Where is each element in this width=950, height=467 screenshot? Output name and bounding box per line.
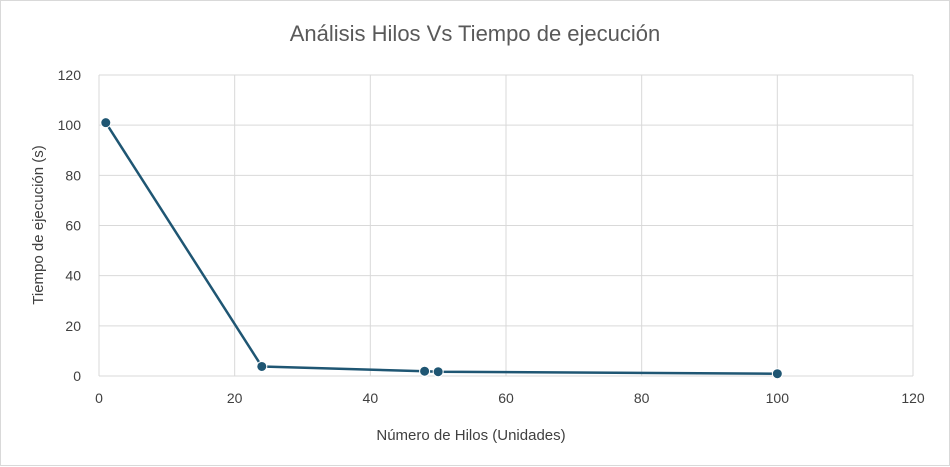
y-tick-label: 20 <box>65 318 81 334</box>
x-tick-label: 100 <box>766 390 790 406</box>
x-axis-title: Número de Hilos (Unidades) <box>376 427 565 444</box>
x-tick-label: 40 <box>363 390 379 406</box>
y-tick-label: 100 <box>58 117 82 133</box>
data-point <box>256 360 268 372</box>
y-axis-title: Tiempo de ejecución (s) <box>30 145 47 305</box>
data-point <box>432 366 444 378</box>
x-tick-label: 20 <box>227 390 243 406</box>
data-point <box>419 365 431 377</box>
y-tick-label: 120 <box>58 67 82 83</box>
chart-title: Análisis Hilos Vs Tiempo de ejecución <box>290 21 661 46</box>
y-tick-labels: 0 20 40 60 80 100 120 <box>58 67 82 384</box>
data-point <box>100 117 112 129</box>
x-tick-labels: 0 20 40 60 80 100 120 <box>95 390 925 406</box>
y-tick-label: 80 <box>65 167 81 183</box>
data-point <box>771 368 783 380</box>
x-tick-label: 0 <box>95 390 103 406</box>
series-layer <box>100 117 783 380</box>
x-tick-label: 120 <box>901 390 925 406</box>
y-tick-label: 60 <box>65 218 81 234</box>
series-line <box>104 121 779 375</box>
y-tick-label: 0 <box>73 368 81 384</box>
y-tick-label: 40 <box>65 268 81 284</box>
x-tick-label: 60 <box>498 390 514 406</box>
x-tick-label: 80 <box>634 390 650 406</box>
grid <box>98 74 914 377</box>
